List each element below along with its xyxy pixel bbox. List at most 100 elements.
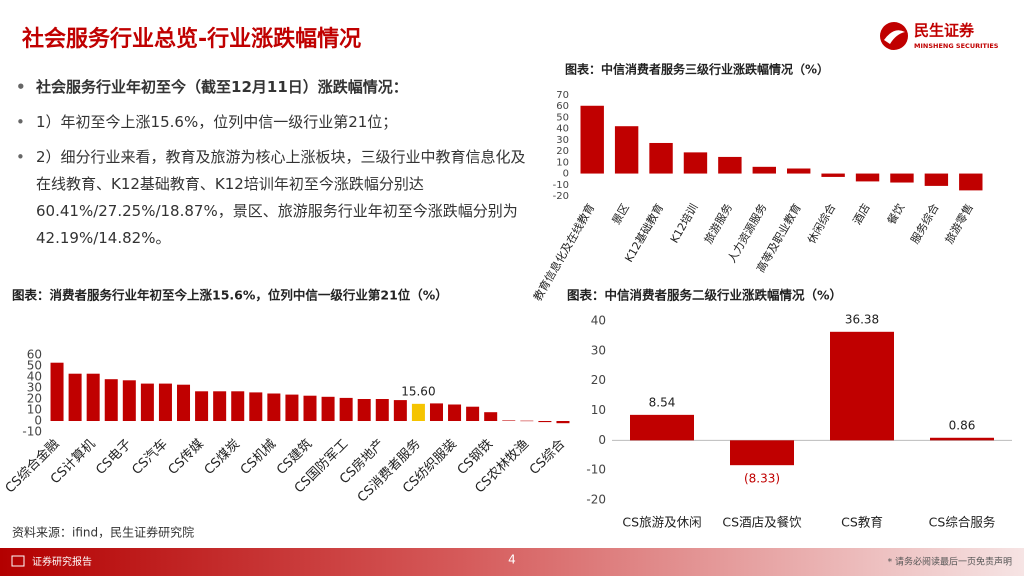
bar bbox=[830, 331, 894, 441]
bar bbox=[195, 391, 209, 421]
bar bbox=[375, 399, 389, 421]
logo-sub: MINSHENG SECURITIES bbox=[914, 42, 999, 50]
x-tick-label: 服务综合 bbox=[907, 201, 941, 246]
chart-title: 图表：中信消费者服务三级行业涨跌幅情况（%） bbox=[565, 62, 829, 77]
bar bbox=[177, 384, 191, 421]
page-title: 社会服务行业总览-行业涨跌幅情况 bbox=[22, 26, 361, 52]
y-tick-label: 40 bbox=[27, 370, 42, 384]
bar bbox=[556, 421, 570, 424]
y-tick-label: 50 bbox=[556, 112, 569, 123]
x-tick-label: CS电子 bbox=[93, 437, 134, 478]
bar bbox=[959, 173, 983, 191]
footer-right: * 请务必阅读最后一页免责声明 bbox=[888, 556, 1012, 568]
value-label: (8.33) bbox=[744, 472, 780, 486]
x-tick-label: CS消费者服务 bbox=[354, 436, 424, 506]
logo-name: 民生证券 bbox=[914, 22, 975, 40]
x-tick-label: CS教育 bbox=[841, 515, 883, 530]
bar bbox=[580, 105, 604, 174]
x-tick-label: CS汽车 bbox=[129, 436, 171, 478]
bar bbox=[538, 421, 552, 423]
x-tick-label: CS综合金融 bbox=[2, 436, 62, 496]
bar bbox=[411, 403, 425, 421]
bar bbox=[50, 362, 64, 421]
y-tick-label: 70 bbox=[556, 90, 569, 101]
x-tick-label: CS综合服务 bbox=[929, 515, 996, 530]
y-tick-label: -20 bbox=[553, 191, 569, 202]
value-label: 8.54 bbox=[649, 395, 676, 409]
value-label: 0.86 bbox=[949, 418, 976, 432]
value-label: 36.38 bbox=[845, 312, 879, 326]
bar bbox=[520, 420, 534, 422]
footer-icon bbox=[11, 555, 25, 567]
bar bbox=[787, 168, 811, 174]
bar bbox=[321, 396, 335, 421]
bar bbox=[683, 152, 708, 174]
bar bbox=[393, 400, 407, 421]
bar bbox=[466, 406, 480, 421]
y-tick-label: 20 bbox=[27, 392, 42, 406]
bar bbox=[890, 173, 914, 183]
bar bbox=[448, 404, 462, 421]
y-tick-label: 10 bbox=[27, 403, 42, 417]
y-tick-label: 40 bbox=[591, 314, 606, 328]
chart-title: 图表：中信消费者服务二级行业涨跌幅情况（%） bbox=[567, 288, 842, 303]
bar bbox=[502, 420, 516, 421]
bar bbox=[730, 440, 794, 466]
bar bbox=[104, 379, 118, 421]
chart-title: 图表：消费者服务行业年初至今上涨15.6%，位列中信一级行业第21位（%） bbox=[12, 288, 448, 303]
bar bbox=[122, 380, 136, 421]
y-tick-label: 0 bbox=[598, 433, 606, 447]
y-tick-label: 10 bbox=[556, 157, 569, 168]
bar bbox=[158, 383, 172, 421]
bar bbox=[339, 397, 353, 421]
y-tick-label: 30 bbox=[27, 381, 42, 395]
bar bbox=[357, 399, 371, 421]
y-tick-label: 0 bbox=[563, 169, 569, 180]
bar bbox=[285, 394, 299, 421]
y-tick-label: -10 bbox=[22, 425, 42, 439]
bar bbox=[249, 392, 263, 421]
bar bbox=[855, 173, 880, 182]
bar bbox=[140, 383, 154, 421]
y-tick-label: -10 bbox=[586, 463, 606, 477]
x-tick-label: 旅游服务 bbox=[701, 201, 735, 246]
x-tick-label: CS综合 bbox=[527, 437, 568, 478]
x-tick-label: 景区 bbox=[610, 202, 632, 228]
footer-left: 证券研究报告 bbox=[32, 555, 92, 568]
bar bbox=[649, 142, 673, 174]
bullet: 1）年初至今上涨15.6%，位列中信一级行业第21位； bbox=[14, 109, 534, 136]
footer-bar bbox=[0, 548, 1024, 576]
bar bbox=[924, 173, 949, 186]
y-tick-label: -20 bbox=[586, 493, 606, 507]
y-tick-label: 10 bbox=[591, 403, 606, 417]
x-tick-label: CS旅游及休闲 bbox=[622, 515, 701, 530]
y-tick-label: 40 bbox=[556, 124, 569, 135]
y-tick-label: 50 bbox=[27, 359, 42, 373]
bar bbox=[614, 126, 639, 174]
y-tick-label: -10 bbox=[553, 180, 569, 191]
bar bbox=[752, 166, 776, 174]
bar bbox=[303, 395, 317, 421]
value-label: 15.60 bbox=[401, 384, 435, 398]
x-tick-label: 餐饮 bbox=[884, 201, 907, 227]
bullet: 社会服务行业年初至今（截至12月11日）涨跌幅情况： bbox=[14, 74, 534, 101]
x-tick-label: CS传媒 bbox=[166, 437, 207, 478]
bar bbox=[68, 373, 82, 421]
logo-mark bbox=[884, 30, 905, 44]
x-tick-label: 休闲综合 bbox=[804, 201, 838, 246]
page-number: 4 bbox=[508, 553, 516, 567]
bar bbox=[429, 403, 443, 421]
bar bbox=[86, 373, 100, 421]
y-tick-label: 20 bbox=[591, 373, 606, 387]
y-tick-label: 60 bbox=[556, 101, 569, 112]
bar bbox=[821, 173, 845, 177]
bar bbox=[213, 391, 227, 421]
bar bbox=[267, 393, 281, 421]
bar bbox=[930, 437, 994, 441]
bar bbox=[630, 414, 694, 441]
x-tick-label: CS酒店及餐饮 bbox=[722, 515, 802, 530]
x-tick-label: CS煤炭 bbox=[202, 437, 243, 478]
x-tick-label: K12培训 bbox=[667, 201, 701, 245]
